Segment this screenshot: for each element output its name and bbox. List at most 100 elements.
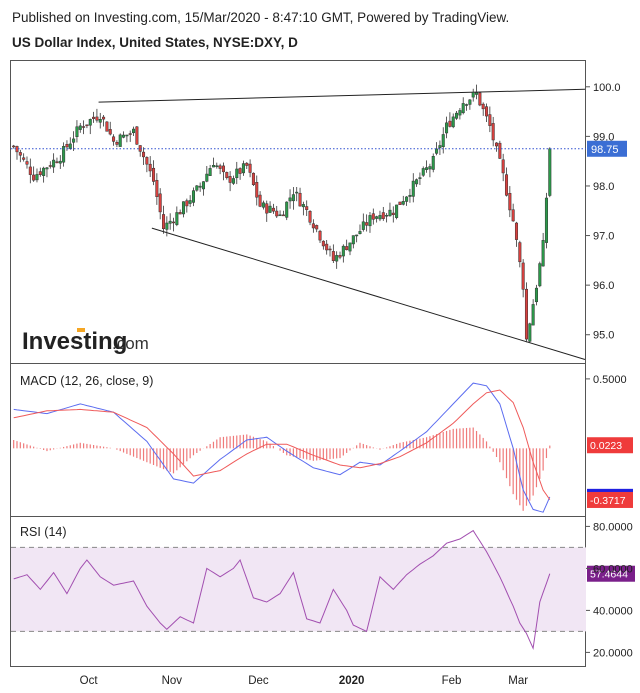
candle-body	[388, 209, 392, 217]
candle-body	[445, 122, 449, 134]
candle-body	[231, 178, 235, 184]
candles	[12, 84, 552, 343]
candle-body	[548, 148, 552, 196]
candle-body	[215, 165, 219, 167]
candle-body	[488, 114, 492, 126]
candle-body	[285, 201, 289, 218]
macd-value-badge	[587, 491, 633, 508]
candle-body	[201, 181, 205, 190]
x-tick-label: Mar	[508, 675, 528, 687]
x-tick-label: Feb	[442, 675, 462, 687]
candle-body	[35, 174, 39, 181]
candle-body	[485, 106, 489, 117]
x-tick-label: 2020	[339, 675, 365, 687]
candle-body	[175, 212, 179, 225]
chart-title: US Dollar Index, United States, NYSE:DXY…	[12, 35, 298, 50]
trendline	[98, 88, 586, 103]
candle-body	[85, 124, 89, 127]
candle-body	[455, 112, 459, 119]
candle-body	[158, 193, 162, 213]
rsi-value-badge	[587, 565, 635, 582]
candle-body	[198, 185, 202, 188]
y-tick-label: 98.0	[593, 181, 614, 193]
candle-body	[225, 172, 229, 178]
macd-value-label: 0.0223	[590, 440, 622, 452]
candle-body	[118, 134, 122, 147]
candle-body	[38, 171, 42, 175]
logo-suffix: .com	[112, 334, 149, 353]
candle-body	[281, 214, 285, 217]
candle-body	[48, 165, 52, 167]
candle-body	[261, 202, 265, 208]
candle-body	[361, 221, 365, 230]
candle-body	[58, 160, 62, 164]
y-tick-label: 95.0	[593, 330, 614, 342]
candle-body	[491, 123, 495, 141]
candle-body	[248, 163, 252, 173]
candle-body	[52, 159, 56, 168]
macd-y-tick-label: 0.5000	[593, 374, 627, 386]
candle-body	[265, 203, 269, 214]
candle-body	[338, 255, 342, 258]
axes: Oct Nov Dec 2020 Feb Mar 100.0 99.0 98.0 97.0 96.0…	[80, 82, 633, 687]
candle-body	[398, 201, 402, 205]
candle-body	[475, 92, 479, 95]
price-line: 98.75	[11, 140, 627, 157]
candle-body	[421, 168, 425, 176]
candle-body	[308, 210, 312, 223]
candle-body	[411, 180, 415, 197]
candle-body	[155, 180, 159, 197]
macd-panel-title: MACD (12, 26, close, 9)	[20, 374, 153, 388]
candle-body	[22, 157, 26, 160]
candle-body	[368, 215, 372, 227]
candle-body	[72, 138, 76, 143]
trendline	[151, 227, 586, 360]
candle-body	[521, 262, 525, 290]
candle-body	[438, 145, 442, 148]
candle-body	[235, 168, 239, 179]
candle-body	[311, 223, 315, 229]
candle-body	[115, 142, 119, 145]
candle-body	[148, 163, 152, 172]
candle-body	[295, 191, 299, 194]
candle-body	[348, 242, 352, 252]
candle-body	[98, 119, 102, 123]
candle-body	[291, 194, 295, 202]
candle-body	[355, 234, 359, 237]
candle-body	[92, 116, 96, 119]
candle-body	[18, 152, 22, 156]
candle-body	[375, 216, 379, 219]
candle-body	[238, 168, 242, 174]
candle-body	[531, 304, 535, 326]
candle-body	[471, 92, 475, 98]
candle-body	[514, 222, 519, 240]
candle-body	[395, 204, 399, 218]
candle-body	[301, 204, 305, 208]
candle-body	[495, 142, 499, 147]
candle-body	[378, 215, 382, 220]
candle-body	[45, 167, 49, 170]
candle-body	[448, 120, 452, 127]
candle-body	[25, 161, 29, 165]
candle-body	[451, 116, 455, 128]
macd-histogram	[13, 427, 551, 511]
candle-body	[528, 323, 532, 342]
candle-body	[128, 133, 132, 135]
candle-body	[385, 214, 389, 217]
candle-body	[511, 209, 515, 222]
candle-body	[371, 213, 375, 220]
candle-body	[195, 185, 199, 191]
candle-body	[218, 165, 222, 169]
candle-body	[108, 129, 112, 135]
candle-body	[208, 168, 212, 176]
rsi-panel-content: 57.4644	[11, 529, 635, 650]
candle-body	[415, 179, 419, 185]
rsi-y-tick-label: 40.0000	[593, 605, 633, 617]
published-line: Published on Investing.com, 15/Mar/2020 …	[12, 10, 510, 25]
candle-body	[468, 99, 472, 105]
rsi-line	[13, 529, 551, 650]
candle-body	[271, 207, 275, 212]
candle-body	[541, 240, 545, 267]
